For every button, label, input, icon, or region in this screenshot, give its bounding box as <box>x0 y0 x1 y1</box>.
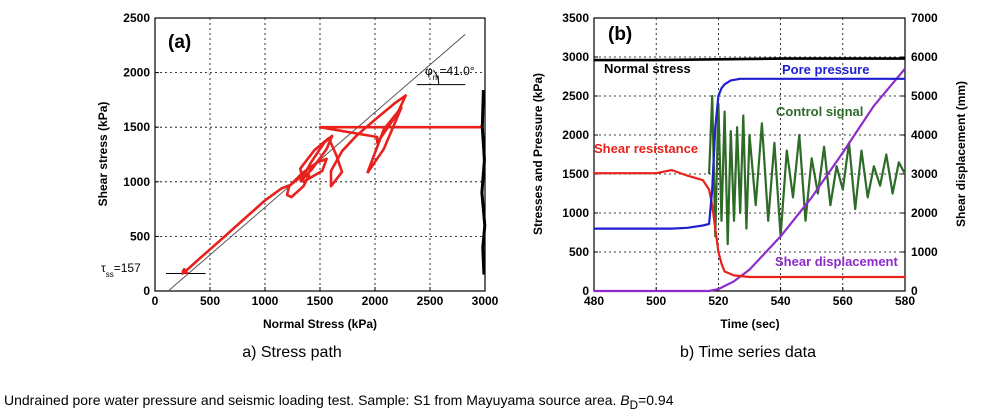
series-label-pore-pressure: Pore pressure <box>782 62 869 77</box>
series-line-control-signal <box>708 94 906 246</box>
series-label-shear-resistance: Shear resistance <box>594 141 698 156</box>
y-axis-label-left: Stresses and Pressure (kPa) <box>531 73 545 235</box>
y-tick-label: 1000 <box>123 175 150 189</box>
y-axis-left: 0 500 1000 1500 2000 2500 3000 3500 <box>562 11 598 298</box>
caption-bd-symbol: B <box>620 392 630 408</box>
friction-angle-arc <box>433 69 440 85</box>
series-line-shear-resistance <box>594 169 905 279</box>
series-line-pore-pressure <box>594 77 905 230</box>
x-tick-label: 1500 <box>307 294 334 308</box>
y2-tick-label: 0 <box>911 284 918 298</box>
stress-path-series <box>181 94 482 275</box>
y2-tick-label: 7000 <box>911 11 938 25</box>
x-tick-label: 0 <box>152 294 159 308</box>
series-label-control-signal: Control signal <box>776 104 863 119</box>
figure-caption: Undrained pore water pressure and seismi… <box>4 392 674 412</box>
stress-path-series <box>299 134 334 183</box>
plot-frame <box>593 17 906 292</box>
caption-bd-subscript: D <box>629 398 639 412</box>
y-tick-label: 1500 <box>562 167 589 181</box>
stress-path-series <box>480 90 487 275</box>
y-axis-label-right: Shear displacement (mm) <box>954 81 968 227</box>
y-tick-label: 3500 <box>562 11 589 25</box>
y2-tick-label: 1000 <box>911 245 938 259</box>
y2-tick-label: 4000 <box>911 128 938 142</box>
series-label-normal-stress: Normal stress <box>604 61 691 76</box>
x-axis-label: Time (sec) <box>720 317 779 331</box>
panel-label: (b) <box>608 24 632 45</box>
y-tick-label: 2000 <box>562 128 589 142</box>
grid <box>155 18 485 291</box>
x-axis: 480 500 520 540 560 580 <box>584 287 915 308</box>
x-tick-label: 3000 <box>472 294 499 308</box>
plot-lines <box>166 34 487 292</box>
y-tick-label: 500 <box>130 229 150 243</box>
y-tick-label: 0 <box>582 284 589 298</box>
x-axis-label: Normal Stress (kPa) <box>263 317 377 331</box>
stress-path-series <box>366 106 403 174</box>
y2-tick-label: 5000 <box>911 89 938 103</box>
y-tick-label: 1500 <box>123 120 150 134</box>
caption-bd-value: =0.94 <box>638 392 674 408</box>
x-tick-label: 500 <box>200 294 220 308</box>
y-tick-label: 0 <box>143 284 150 298</box>
series-line-normal-stress <box>594 57 905 62</box>
panel-label: (a) <box>168 32 191 53</box>
y-axis-right: 0 1000 2000 3000 4000 5000 6000 7000 <box>901 11 938 298</box>
series-label-shear-displacement: Shear displacement <box>775 254 898 269</box>
x-tick-label: 2500 <box>417 294 444 308</box>
x-tick-label: 540 <box>771 294 791 308</box>
series-line-shear-displacement <box>594 67 906 293</box>
caption-text: Undrained pore water pressure and seismi… <box>4 392 617 408</box>
x-tick-label: 580 <box>895 294 915 308</box>
y-tick-label: 2500 <box>123 11 150 25</box>
y-axis-label: Shear stress (kPa) <box>96 102 110 207</box>
y2-tick-label: 3000 <box>911 167 938 181</box>
y-tick-label: 3000 <box>562 50 589 64</box>
plot-lines <box>594 57 906 293</box>
steady-state-stress-annotation: τss=157 <box>101 261 141 279</box>
x-tick-label: 500 <box>646 294 666 308</box>
y-tick-label: 1000 <box>562 206 589 220</box>
subplot-caption-b: b) Time series data <box>680 344 816 361</box>
time-series-chart: 480 500 520 540 560 580 0 500 1000 1500 2000 2500 3… <box>531 11 968 361</box>
y-tick-label: 2500 <box>562 89 589 103</box>
x-axis: 0 500 1000 1500 2000 2500 3000 <box>152 287 499 308</box>
subplot-caption-a: a) Stress path <box>242 344 342 361</box>
y-tick-label: 2000 <box>123 66 150 80</box>
y-tick-label: 500 <box>569 245 589 259</box>
y-axis: 0 500 1000 1500 2000 2500 <box>123 11 159 298</box>
x-tick-label: 1000 <box>252 294 279 308</box>
friction-angle-annotation: φm=41.0° <box>425 64 475 82</box>
y2-tick-label: 2000 <box>911 206 938 220</box>
x-tick-label: 2000 <box>362 294 389 308</box>
x-tick-label: 560 <box>833 294 853 308</box>
x-tick-label: 480 <box>584 294 604 308</box>
x-tick-label: 520 <box>708 294 728 308</box>
stress-path-chart: 0 500 1000 1500 2000 2500 3000 0 500 1000 1500 200… <box>96 11 499 361</box>
y2-tick-label: 6000 <box>911 50 938 64</box>
